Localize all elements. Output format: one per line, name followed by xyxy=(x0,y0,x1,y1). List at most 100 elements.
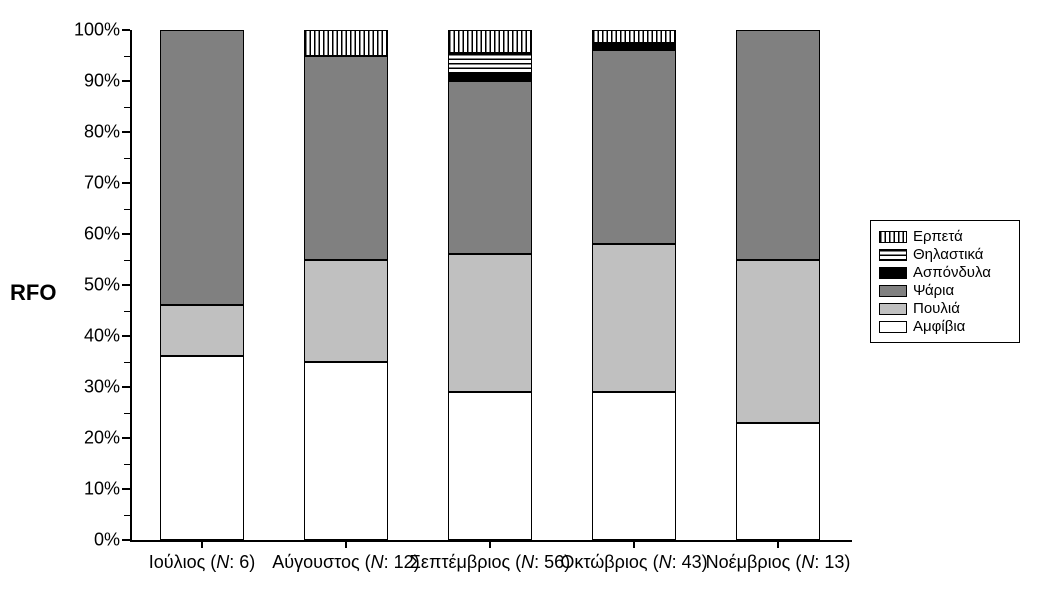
y-tick-label: 40% xyxy=(70,326,120,347)
y-tick-mark xyxy=(122,284,130,286)
legend-label: Ψάρια xyxy=(913,282,954,299)
legend-swatch xyxy=(879,231,907,243)
bar-segment-invertebrates xyxy=(448,73,532,81)
y-minor-tick xyxy=(124,107,130,108)
bar-segment-birds xyxy=(592,244,676,392)
legend-label: Αμφίβια xyxy=(913,318,965,335)
bar-segment-fish xyxy=(160,30,244,305)
legend-item: Θηλαστικά xyxy=(879,246,1009,263)
y-minor-tick xyxy=(124,413,130,414)
legend: ΕρπετάΘηλαστικάΑσπόνδυλαΨάριαΠουλιάΑμφίβ… xyxy=(870,220,1020,343)
y-minor-tick xyxy=(124,515,130,516)
bar xyxy=(592,30,676,540)
bar-segment-fish xyxy=(736,30,820,260)
bar xyxy=(736,30,820,540)
chart-figure: RFO ΕρπετάΘηλαστικάΑσπόνδυλαΨάριαΠουλιάΑ… xyxy=(0,0,1044,606)
x-tick-mark xyxy=(489,540,491,548)
x-label-n: N xyxy=(216,552,229,572)
y-tick-mark xyxy=(122,488,130,490)
x-tick-mark xyxy=(201,540,203,548)
y-minor-tick xyxy=(124,158,130,159)
legend-label: Θηλαστικά xyxy=(913,246,983,263)
legend-label: Ερπετά xyxy=(913,228,963,245)
bar-segment-amphibians xyxy=(448,392,532,540)
y-minor-tick xyxy=(124,56,130,57)
x-label-suffix: : 6) xyxy=(229,552,255,572)
bar-segment-fish xyxy=(304,56,388,260)
y-tick-mark xyxy=(122,182,130,184)
x-label-prefix: Αύγουστος ( xyxy=(272,552,370,572)
x-label-n: N xyxy=(521,552,534,572)
y-tick-mark xyxy=(122,335,130,337)
legend-item: Πουλιά xyxy=(879,300,1009,317)
bar xyxy=(160,30,244,540)
x-category-label: Αύγουστος (N: 12) xyxy=(272,552,419,573)
x-label-prefix: Οκτώβριος ( xyxy=(560,552,658,572)
y-tick-mark xyxy=(122,539,130,541)
bar-segment-birds xyxy=(160,305,244,356)
bar xyxy=(304,30,388,540)
y-minor-tick xyxy=(124,362,130,363)
x-category-label: Σεπτέμβριος (N: 56) xyxy=(410,552,570,573)
x-label-n: N xyxy=(371,552,384,572)
y-tick-mark xyxy=(122,386,130,388)
y-tick-mark xyxy=(122,131,130,133)
y-minor-tick xyxy=(124,209,130,210)
y-tick-label: 20% xyxy=(70,428,120,449)
x-tick-mark xyxy=(777,540,779,548)
bar-segment-amphibians xyxy=(592,392,676,540)
x-label-prefix: Νοέμβριος ( xyxy=(706,552,802,572)
x-label-suffix: : 43) xyxy=(672,552,708,572)
y-tick-label: 60% xyxy=(70,224,120,245)
x-tick-mark xyxy=(633,540,635,548)
y-tick-label: 10% xyxy=(70,479,120,500)
legend-swatch xyxy=(879,303,907,315)
bar-segment-invertebrates xyxy=(592,43,676,51)
legend-label: Πουλιά xyxy=(913,300,960,317)
x-category-label: Νοέμβριος (N: 13) xyxy=(706,552,851,573)
bar-segment-amphibians xyxy=(160,356,244,540)
y-tick-label: 30% xyxy=(70,377,120,398)
bar xyxy=(448,30,532,540)
y-tick-label: 50% xyxy=(70,275,120,296)
legend-item: Ψάρια xyxy=(879,282,1009,299)
x-category-label: Ιούλιος (N: 6) xyxy=(149,552,256,573)
bar-segment-birds xyxy=(448,254,532,392)
y-tick-label: 80% xyxy=(70,122,120,143)
y-minor-tick xyxy=(124,260,130,261)
y-axis-title: RFO xyxy=(10,280,56,306)
x-label-prefix: Σεπτέμβριος ( xyxy=(410,552,521,572)
legend-swatch xyxy=(879,267,907,279)
y-tick-mark xyxy=(122,29,130,31)
legend-item: Ασπόνδυλα xyxy=(879,264,1009,281)
y-tick-label: 90% xyxy=(70,71,120,92)
x-label-n: N xyxy=(659,552,672,572)
bar-segment-reptiles xyxy=(592,30,676,43)
y-tick-mark xyxy=(122,233,130,235)
bar-segment-fish xyxy=(448,81,532,254)
y-tick-label: 70% xyxy=(70,173,120,194)
bar-segment-birds xyxy=(736,260,820,423)
legend-swatch xyxy=(879,321,907,333)
bar-segment-reptiles xyxy=(304,30,388,56)
bar-segment-fish xyxy=(592,50,676,244)
legend-label: Ασπόνδυλα xyxy=(913,264,991,281)
legend-item: Ερπετά xyxy=(879,228,1009,245)
bar-segment-reptiles xyxy=(448,30,532,53)
y-minor-tick xyxy=(124,464,130,465)
legend-swatch xyxy=(879,285,907,297)
legend-item: Αμφίβια xyxy=(879,318,1009,335)
x-label-n: N xyxy=(801,552,814,572)
legend-swatch xyxy=(879,249,907,261)
x-label-suffix: : 13) xyxy=(814,552,850,572)
bar-segment-amphibians xyxy=(736,423,820,540)
bar-segment-amphibians xyxy=(304,362,388,541)
y-minor-tick xyxy=(124,311,130,312)
bar-segment-mammals xyxy=(448,53,532,73)
x-tick-mark xyxy=(345,540,347,548)
y-tick-mark xyxy=(122,437,130,439)
y-tick-label: 100% xyxy=(70,20,120,41)
x-label-prefix: Ιούλιος ( xyxy=(149,552,217,572)
bar-segment-birds xyxy=(304,260,388,362)
y-tick-label: 0% xyxy=(70,530,120,551)
